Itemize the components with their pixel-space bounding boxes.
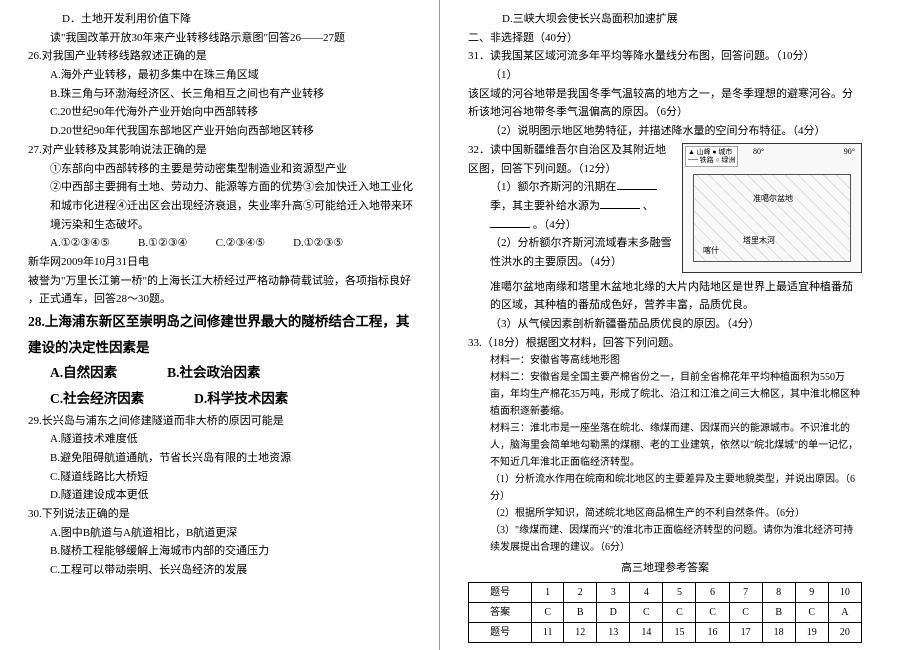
ans-h1: 题号 (469, 583, 532, 603)
q32-p1-c: 、 (643, 200, 654, 212)
map-label-kashi: 喀什 (703, 244, 719, 258)
q27-option-row: A.①②③④⑤ B.①②③④ C.②③④⑤ D.①②③⑤ (28, 234, 421, 253)
section-2-title: 二、非选择题（40分） (468, 29, 862, 48)
q26-opt-b: B.珠三角与环渤海经济区、长三角相互之间也有产业转移 (28, 85, 421, 104)
q28-opt-b: B.社会政治因素 (167, 360, 260, 386)
q29-opt-c: C.隧道线路比大桥短 (28, 468, 421, 487)
ans-head-row1: 题号 12345678910 (469, 583, 862, 603)
q33-p2: （2）根据所学知识，简述皖北地区商品棉生产的不利自然条件。（6分） (468, 505, 862, 522)
q33-m1: 材料一：安徽省等高线地形图 (468, 352, 862, 369)
map-legend: ▲ 山峰 ● 城市 ── 铁路 ○ 绿洲 (685, 146, 738, 167)
left-column: D．土地开发利用价值下降 读"我国改革开放30年来产业转移线路示意图"回答26—… (0, 0, 440, 650)
news-line-2: 被誉为"万里长江第一桥"的上海长江大桥经过严格动静荷载试验，各项指标良好 (28, 272, 421, 291)
ans-row1: 答案 CBDCCCCBCA (469, 603, 862, 623)
q29-stem: 29.长兴岛与浦东之间修建隧道而非大桥的原因可能是 (28, 412, 421, 431)
q26-opt-d: D.20世纪90年代我国东部地区产业开始向西部地区转移 (28, 122, 421, 141)
q31-stem: 31．读我国某区域河流多年平均等降水量线分布图，回答问题。（10分） (468, 47, 862, 66)
q33-stem: 33.（18分）根据图文材料，回答下列问题。 (468, 334, 862, 353)
q28-opt-a: A.自然因素 (50, 360, 117, 386)
ans-head-row2: 题号 11121314151617181920 (469, 623, 862, 643)
q30-stem: 30.下列说法正确的是 (28, 505, 421, 524)
blank-source1[interactable] (600, 198, 640, 209)
read-hint-26-27: 读"我国改革开放30年来产业转移线路示意图"回答26——27题 (28, 29, 421, 48)
q32-p1-a: （1）额尔齐斯河的汛期在 (490, 181, 617, 193)
map-lon-80: 80° (753, 145, 764, 159)
right-column: D.三峡大坝会使长兴岛面积加速扩展 二、非选择题（40分） 31．读我国某区域河… (440, 0, 880, 650)
q28-row1: A.自然因素 B.社会政治因素 (28, 360, 421, 386)
q25-opt-d: D．土地开发利用价值下降 (28, 10, 421, 29)
q27-statement-rest: ②中西部主要拥有土地、劳动力、能源等方面的优势③会加快迁入地工业化和城市化进程④… (28, 178, 421, 234)
q33-m3: 材料三：淮北市是一座坐落在皖北、缘煤而建、因煤而兴的能源城市。不识淮北的人，脑海… (468, 420, 862, 471)
q30-opt-c: C.工程可以带动崇明、长兴岛经济的发展 (28, 561, 421, 580)
q27-opt-a: A.①②③④⑤ (50, 234, 110, 253)
q28-opt-d: D.科学技术因素 (194, 386, 288, 412)
answer-table: 题号 12345678910 答案 CBDCCCCBCA 题号 11121314… (468, 582, 862, 643)
q28-stem: 28.上海浦东新区至崇明岛之间修建世界最大的隧桥结合工程，其建设的决定性因素是 (28, 309, 421, 360)
map-legend-line2: ── 铁路 ○ 绿洲 (688, 156, 735, 164)
q33-p1: （1）分析流水作用在皖南和皖北地区的主要差异及主要地貌类型，并说出原因。（6分） (468, 471, 862, 505)
q31-p2-text: （2）说明图示地区地势特征，并描述降水量的空间分布特征。（4分） (468, 122, 862, 141)
q32-p3: （3）从气候因素剖析新疆番茄品质优良的原因。（4分） (468, 315, 862, 334)
q33-p3: （3）"缘煤而建、因煤而兴"的淮北市正面临经济转型的问题。请你为淮北经济可持续发… (468, 522, 862, 556)
map-lon-90: 90° (844, 145, 855, 159)
q29-opt-a: A.隧道技术难度低 (28, 430, 421, 449)
q27-opt-d: D.①②③⑤ (293, 234, 343, 253)
q27-statement-1: ①东部向中西部转移的主要是劳动密集型制造业和资源型产业 (28, 160, 421, 179)
q31-p1-text: 该区域的河谷地带是我国冬季气温较高的地方之一，是冬季理想的避寒河谷。分析该地河谷… (468, 85, 862, 122)
q30-opt-d: D.三峡大坝会使长兴岛面积加速扩展 (468, 10, 862, 29)
q32-p1-d: 。（4分） (533, 219, 577, 231)
news-line-1: 新华网2009年10月31日电 (28, 253, 421, 272)
q33-m2: 材料二：安徽省是全国主要产棉省份之一，目前全省棉花年平均种植面积为550万亩，年… (468, 369, 862, 420)
map-legend-line1: ▲ 山峰 ● 城市 (688, 148, 735, 156)
q28-row2: C.社会经济因素 D.科学技术因素 (28, 386, 421, 412)
answer-title: 高三地理参考答案 (468, 559, 862, 578)
q26-opt-a: A.海外产业转移，最初多集中在珠三角区域 (28, 66, 421, 85)
q26-stem: 26.对我国产业转移线路叙述正确的是 (28, 47, 421, 66)
q27-stem: 27.对产业转移及其影响说法正确的是 (28, 141, 421, 160)
q29-opt-b: B.避免阻碍航道通航，节省长兴岛有限的土地资源 (28, 449, 421, 468)
q30-opt-b: B.隧桥工程能够缓解上海城市内部的交通压力 (28, 542, 421, 561)
q30-opt-a: A.图中B航道与A航道相比，B航道更深 (28, 524, 421, 543)
map-label-junggar: 准噶尔盆地 (753, 192, 793, 206)
q26-opt-c: C.20世纪90年代海外产业开始向中西部转移 (28, 103, 421, 122)
q31-p1-num: （1） (468, 66, 862, 85)
news-line-3: ，正式通车，回答28～30题。 (28, 290, 421, 309)
blank-season[interactable] (617, 179, 657, 190)
xinjiang-map: ▲ 山峰 ● 城市 ── 铁路 ○ 绿洲 80° 90° 准噶尔盆地 塔里木河 … (682, 143, 862, 273)
ans-h2: 题号 (469, 623, 532, 643)
q29-opt-d: D.隧道建设成本更低 (28, 486, 421, 505)
q27-opt-b: B.①②③④ (138, 234, 188, 253)
blank-source2[interactable] (490, 217, 530, 228)
q28-opt-c: C.社会经济因素 (50, 386, 144, 412)
q27-opt-c: C.②③④⑤ (216, 234, 266, 253)
map-label-tarim: 塔里木河 (743, 234, 775, 248)
q32-body: 准噶尔盆地南缘和塔里木盆地北缘的大片内陆地区是世界上最适宜种植番茄的区域，其种植… (468, 278, 862, 315)
ans-a1: 答案 (469, 603, 532, 623)
q32-p1-b: 季，其主要补给水源为 (490, 200, 600, 212)
